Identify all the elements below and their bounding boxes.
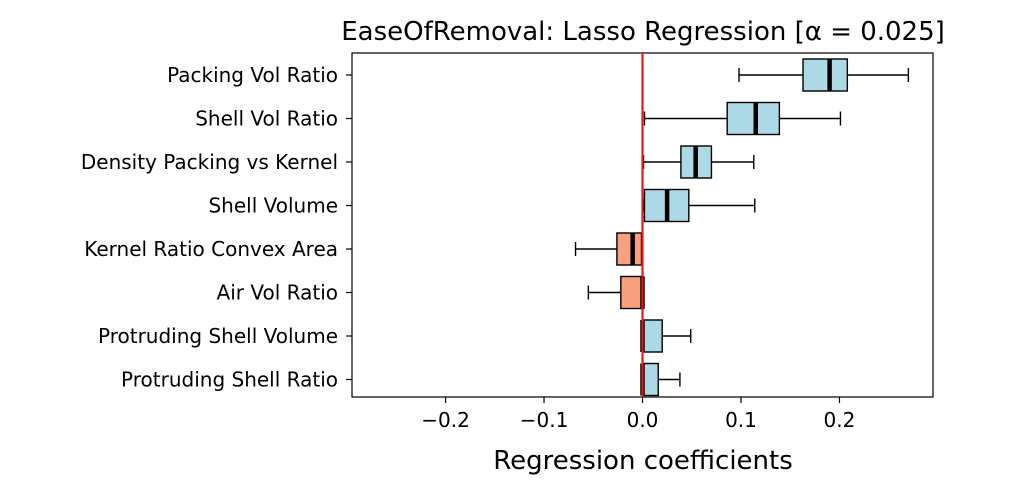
iqr-box [616, 232, 643, 266]
plot-area [574, 58, 910, 397]
x-tick-label: −0.2 [421, 408, 470, 432]
y-category-label: Density Packing vs Kernel [81, 150, 338, 174]
x-axis-title: Regression coefficients [493, 446, 793, 476]
y-category-label: Protruding Shell Ratio [121, 368, 338, 392]
y-category-label: Shell Vol Ratio [195, 107, 338, 131]
y-category-label: Kernel Ratio Convex Area [84, 237, 338, 261]
box-group [738, 58, 910, 92]
x-tick-label: 0.0 [627, 408, 659, 432]
x-tick-label: −0.1 [520, 408, 569, 432]
y-category-label: Protruding Shell Volume [98, 324, 338, 348]
chart-title: EaseOfRemoval: Lasso Regression [α = 0.0… [341, 17, 945, 47]
iqr-box [641, 362, 659, 397]
iqr-box [641, 319, 663, 353]
iqr-box [802, 58, 849, 92]
y-category-label: Air Vol Ratio [217, 281, 338, 305]
iqr-box [620, 275, 645, 310]
box-group [643, 101, 842, 136]
x-tick-label: 0.2 [824, 408, 856, 432]
box-group [642, 188, 756, 223]
iqr-box [726, 101, 781, 136]
y-category-label: Packing Vol Ratio [167, 63, 338, 87]
y-category-label: Shell Volume [208, 194, 338, 218]
x-tick-label: 0.1 [725, 408, 757, 432]
